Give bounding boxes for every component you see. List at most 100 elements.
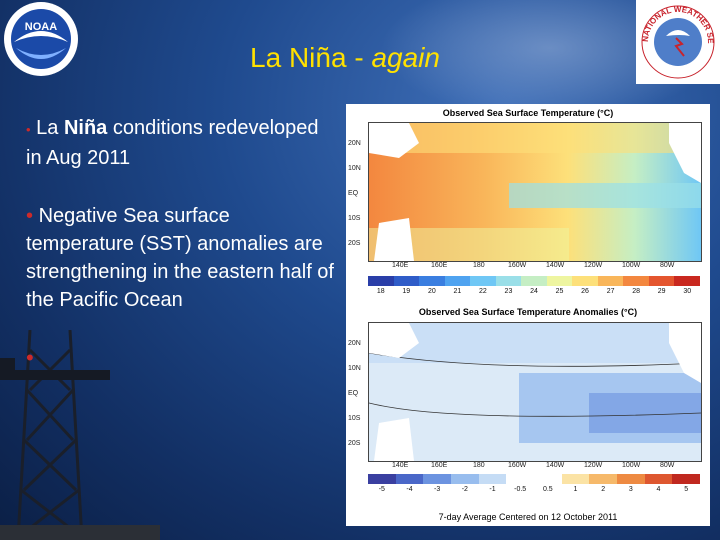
sst-scale-swatch [648,276,675,286]
anom-scale-tick-label: 3 [628,486,633,493]
anom-scale-tick-label: -3 [434,486,441,493]
anom-scale-swatch [561,474,590,484]
bullet2-text: Negative Sea surface temperature (SST) a… [26,205,334,311]
sst-scale-swatch [521,276,548,286]
weather-tower-image [0,330,160,540]
anom-scale-swatch [534,474,563,484]
noaa-logo: NOAA [4,2,78,76]
anom-scale-tick-label: 5 [684,486,689,493]
anom-lon-label-2: 160E [431,462,448,469]
sst-scale-tick-label: 24 [530,288,538,295]
anom-scale-tick-label: -4 [406,486,413,493]
sst-scale-swatch [623,276,650,286]
sst-lat-label-1: 20N [348,140,361,147]
sst-lon-label-6: 120W [584,262,603,269]
anom-lon-label-5: 140W [546,462,565,469]
sst-scale-swatch [674,276,701,286]
anom-scale-tick-label: -5 [378,486,385,493]
map-footer-caption: 7-day Average Centered on 12 October 201… [438,512,618,522]
anom-scale-swatch [368,474,397,484]
anom-scale-tick-label: 2 [601,486,606,493]
anom-scale-swatch [589,474,618,484]
sst-scale-swatch [572,276,599,286]
sst-lon-label-7: 100W [622,262,641,269]
anom-lat-label-4: 10S [348,415,361,422]
title-italic: again [371,42,440,73]
slide-title: La Niña - again [180,42,510,74]
bullet-list: • La Niña conditions redeveloped in Aug … [26,114,336,373]
anom-lon-label-6: 120W [584,462,603,469]
anom-scale-tick-label: -0.5 [514,486,527,493]
anom-lon-label-4: 160W [508,462,527,469]
sst-map-figure: Observed Sea Surface Temperature (°C) 20… [346,104,710,526]
sst-scale-swatch [546,276,573,286]
sst-scale-tick-label: 22 [479,288,487,295]
sst-lat-label-3: EQ [348,190,359,197]
sst-scale-tick-label: 18 [376,288,385,295]
anom-lon-label-7: 100W [622,462,641,469]
anom-scale-tick-label: 0.5 [542,486,553,493]
sst-lon-label-2: 160E [431,262,448,269]
anom-lon-label-3: 180 [473,462,485,469]
anom-lat-label-2: 10N [348,365,361,372]
anom-scale-swatch [617,474,646,484]
sst-lon-label-1: 140E [392,262,409,269]
anom-scale-swatch [478,474,507,484]
anom-lat-label-1: 20N [348,340,361,347]
anom-colorbar: -5 -4 -3 -2 -1 -0.5 0.5 1 2 3 4 5 [368,474,701,498]
noaa-logo-text: NOAA [25,21,57,33]
anom-scale-tick-label: 1 [573,486,578,493]
title-main: La Niña - [250,42,372,73]
sst-lon-label-5: 140W [546,262,565,269]
bullet1-bold: Niña [63,117,108,139]
bullet-marker: • [26,345,34,370]
sst-scale-swatch [444,276,471,286]
sst-scale-tick-label: 26 [581,288,589,295]
bullet1-pre: La [36,117,64,139]
sst-scale-swatch [470,276,497,286]
anom-lat-label-3: EQ [348,390,359,397]
sst-scale-tick-label: 23 [504,288,513,295]
anom-lat-label-5: 20S [348,440,361,447]
bullet-item-1: • La Niña conditions redeveloped in Aug … [26,114,336,172]
bullet-marker: • [26,205,34,227]
anom-scale-swatch [451,474,480,484]
sst-scale-tick-label: 30 [683,288,692,295]
sst-map-title: Observed Sea Surface Temperature (°C) [442,108,614,118]
sst-lat-label-2: 10N [348,165,361,172]
sst-scale-tick-label: 21 [453,288,462,295]
sst-scale-swatch [419,276,446,286]
anom-map-title: Observed Sea Surface Temperature Anomali… [418,307,638,317]
anom-scale-swatch [423,474,452,484]
sst-scale-swatch [368,276,395,286]
sst-scale-tick-label: 29 [657,288,666,295]
bullet-item-3: • [26,344,336,373]
anom-lon-label-1: 140E [392,462,409,469]
sst-map [368,122,702,262]
sst-scale-swatch [495,276,522,286]
sst-lon-label-3: 180 [473,262,485,269]
sst-lat-label-4: 10S [348,215,361,222]
anom-map [368,322,702,462]
sst-scale-tick-label: 27 [606,288,615,295]
sst-scale-swatch [597,276,624,286]
anom-lon-label-8: 80W [660,462,675,469]
anom-scale-swatch [506,474,535,484]
sst-colorbar: 18 19 20 21 22 23 24 25 26 27 28 29 30 [368,276,701,300]
nws-logo: NATIONAL WEATHER SERVICE [636,0,720,84]
anom-scale-swatch [395,474,424,484]
sst-scale-tick-label: 19 [402,288,411,295]
anom-scale-swatch [672,474,701,484]
sst-scale-tick-label: 25 [555,288,564,295]
sst-scale-tick-label: 20 [427,288,436,295]
sst-scale-swatch [393,276,420,286]
bullet1-post: conditions redeveloped in Aug 2011 [26,117,319,169]
bullet-marker: • [26,122,31,137]
anom-scale-tick-label: 4 [656,486,661,493]
sst-lon-label-8: 80W [660,262,675,269]
sst-lon-label-4: 160W [508,262,527,269]
anom-scale-tick-label: -1 [489,486,496,493]
bullet-item-2: • Negative Sea surface temperature (SST)… [26,202,336,314]
sst-lat-label-5: 20S [348,240,361,247]
